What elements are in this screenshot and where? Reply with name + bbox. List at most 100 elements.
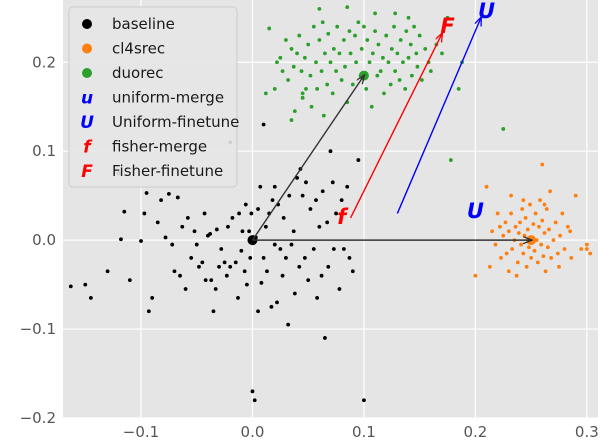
cl4srec-point	[531, 222, 536, 227]
cl4srec-point	[573, 193, 578, 198]
baseline-point	[326, 264, 331, 269]
cl4srec-point	[544, 207, 549, 211]
baseline-point	[320, 189, 325, 194]
duorec-point	[428, 69, 433, 74]
duorec-point	[289, 118, 294, 122]
duorec-point	[350, 82, 355, 87]
baseline-point	[252, 398, 257, 403]
baseline-point	[300, 193, 305, 198]
duorec-point	[304, 87, 308, 91]
duorec-point	[321, 113, 326, 118]
baseline-point	[311, 247, 316, 251]
arrow	[396, 18, 481, 214]
baseline-point	[247, 229, 252, 234]
baseline-point	[256, 309, 260, 314]
baseline-point	[256, 207, 260, 211]
baseline-point	[291, 229, 296, 234]
duorec-point	[382, 91, 386, 96]
cl4srec-point	[509, 193, 513, 198]
legend-glyph: U	[80, 113, 94, 133]
cl4srec-point	[524, 264, 529, 269]
duorec-point	[309, 104, 314, 109]
baseline-point	[245, 282, 249, 287]
duorec-point	[311, 24, 316, 29]
tick-labels: −0.1 0.0 0.1 0.2 0.3 −0.2 −0.1 0.0 0.1 0.2	[20, 53, 599, 441]
baseline-point	[281, 215, 286, 220]
cl4srec-point	[545, 245, 550, 250]
y-tick-label: −0.1	[20, 320, 56, 338]
duorec-point	[300, 91, 305, 96]
baseline-point	[304, 180, 308, 185]
baseline-point	[209, 278, 214, 283]
duorec-point	[325, 82, 330, 87]
duorec-point	[406, 15, 411, 20]
duorec-point	[392, 24, 396, 29]
duorec-point	[395, 51, 400, 56]
duorec-point	[328, 60, 333, 65]
cl4srec-point	[518, 220, 522, 225]
baseline-point	[270, 198, 275, 203]
baseline-point	[242, 269, 247, 274]
baseline-point	[170, 242, 175, 247]
baseline-point	[222, 260, 227, 265]
duorec-point	[414, 51, 419, 56]
annotation-label: F	[440, 14, 455, 38]
cl4srec-point	[526, 245, 531, 250]
baseline-point	[284, 256, 288, 260]
baseline-point	[330, 180, 335, 185]
legend: baseline cl4srec duorec u uniform-merge U Unif…	[68, 6, 239, 188]
cl4srec-point	[584, 242, 589, 247]
baseline-point	[240, 229, 245, 234]
duorec-point	[275, 60, 279, 65]
cl4srec-point	[551, 238, 556, 243]
arrow	[349, 34, 442, 219]
duorec-point	[335, 24, 340, 29]
duorec-point	[319, 69, 324, 74]
baseline-point	[272, 184, 277, 189]
baseline-point	[292, 291, 297, 296]
cl4srec-point	[501, 233, 506, 238]
duorec-point	[393, 11, 398, 16]
duorec-point	[354, 60, 359, 65]
duorec-point	[417, 33, 422, 38]
x-tick-label: 0.1	[352, 423, 376, 441]
cl4srec-point	[542, 231, 547, 235]
y-tick-label: 0.1	[32, 142, 56, 160]
duorec-point	[343, 64, 347, 69]
cl4srec-point	[513, 224, 518, 229]
cl4srec-point	[523, 215, 528, 220]
cl4srec-point	[528, 202, 532, 207]
cl4srec-point	[558, 233, 563, 238]
baseline-point	[211, 309, 216, 314]
baseline-point	[230, 215, 235, 220]
y-tick-label: 0.0	[32, 231, 56, 249]
duorec-point	[440, 51, 444, 56]
baseline-point	[180, 224, 185, 229]
duorec-point	[401, 60, 405, 65]
duorec-point	[295, 51, 299, 56]
duorec-point	[403, 87, 408, 91]
duorec-point	[280, 69, 285, 74]
baseline-point	[337, 287, 342, 291]
baseline-point	[249, 211, 254, 216]
duorec-point	[314, 60, 318, 65]
baseline-point	[166, 191, 171, 196]
baseline-point	[155, 220, 160, 225]
cl4srec-point	[519, 242, 523, 247]
duorec-point	[415, 64, 420, 69]
cl4srec-point	[521, 251, 526, 256]
baseline-point	[217, 264, 221, 269]
duorec-point	[364, 87, 369, 91]
duorec-point	[501, 127, 506, 131]
duorec-point	[384, 33, 389, 38]
cl4srec-point	[539, 242, 544, 247]
baseline-point	[144, 191, 149, 195]
baseline-point	[250, 389, 255, 394]
baseline-point	[226, 224, 230, 229]
duorec-point	[445, 15, 450, 20]
baseline-point	[228, 264, 233, 269]
legend-label: baseline	[112, 15, 175, 33]
cl4srec-point	[490, 229, 495, 234]
